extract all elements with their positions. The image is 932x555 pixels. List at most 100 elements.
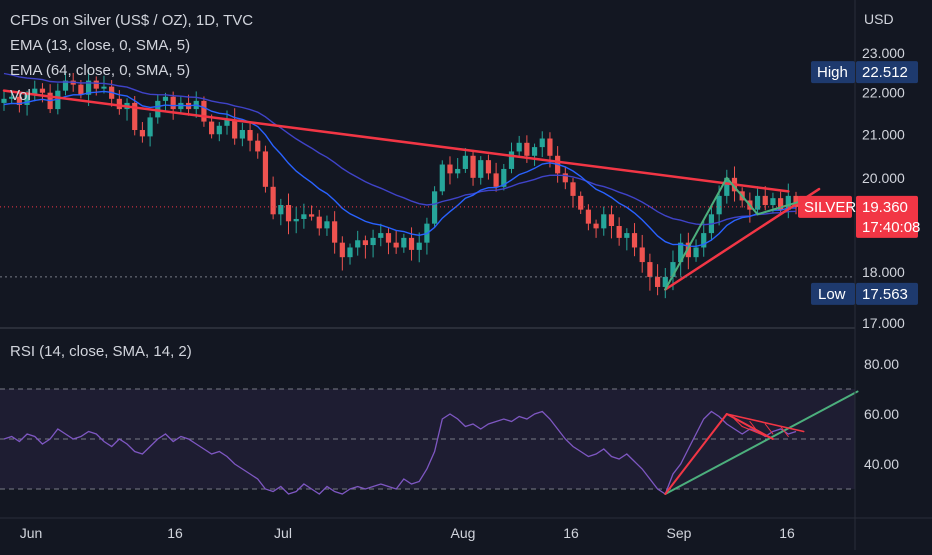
candle-body (562, 173, 568, 183)
time-tick-label: Aug (451, 525, 476, 541)
low-value-tag (856, 282, 918, 305)
symbol-label: SILVER (804, 199, 856, 216)
candle-body (793, 195, 799, 207)
candle-body (162, 96, 169, 101)
candle-body (78, 84, 84, 95)
candle-body (201, 100, 207, 122)
candle-body (262, 151, 269, 187)
candle-body (578, 195, 584, 210)
candle-body (378, 233, 384, 238)
candle-body (493, 173, 499, 187)
candle-body (24, 94, 30, 105)
candle-body (247, 130, 253, 141)
price-tick-label: 21.000 (862, 126, 905, 142)
rsi-leg-down[interactable] (725, 413, 774, 440)
candle-body (785, 195, 791, 210)
time-tick-label: Jul (274, 525, 292, 541)
ema13-line[interactable] (3, 90, 797, 248)
candle-body (716, 195, 722, 215)
candle-body (539, 138, 545, 148)
rsi-tick-label: 40.00 (864, 456, 899, 472)
ema-group (3, 72, 797, 248)
candle-body (508, 151, 515, 169)
candle-body (316, 216, 322, 229)
candle-body (408, 237, 415, 250)
price-tick-label: 22.000 (862, 85, 905, 101)
candle-body (754, 195, 761, 210)
price-tick-label: 23.000 (862, 45, 905, 61)
candle-body (85, 80, 92, 95)
candle-body (701, 233, 707, 248)
candle-body (678, 242, 684, 263)
rsi-legend[interactable]: RSI (14, close, SMA, 14, 2) (10, 343, 192, 360)
rsi-zigzag[interactable] (764, 423, 774, 435)
candle-body (593, 223, 599, 229)
low-label: Low (818, 286, 846, 303)
ema64-line[interactable] (3, 72, 797, 226)
rsi-leg-up[interactable] (664, 413, 728, 495)
candle-body (516, 142, 522, 152)
candle-body (670, 262, 676, 277)
high-value: 22.512 (862, 64, 908, 81)
candle-body (370, 237, 376, 246)
candle-body (178, 102, 184, 110)
rsi-zigzag[interactable] (780, 426, 789, 437)
time-tick-label: 16 (167, 525, 183, 541)
ema64-legend[interactable]: EMA (64, close, 0, SMA, 5) (10, 62, 191, 79)
chart-title[interactable]: CFDs on Silver (US$ / OZ), 1D, TVC (10, 12, 254, 29)
descending-trendline[interactable] (2, 89, 790, 193)
candle-body (224, 119, 230, 126)
low-value: 17.563 (862, 286, 908, 303)
candle-body (132, 102, 138, 131)
candle-body (32, 88, 38, 95)
candle-body (531, 147, 538, 156)
symbol-tag[interactable] (798, 195, 852, 218)
rsi-channel-top[interactable] (725, 413, 805, 433)
countdown-value: 17:40:08 (862, 219, 920, 236)
rsi-line[interactable] (3, 410, 797, 495)
candle-body (293, 218, 299, 222)
rsi-ascending-trendline[interactable] (664, 390, 859, 495)
rsi-zigzag[interactable] (749, 421, 759, 432)
high-label: High (817, 64, 848, 81)
time-tick-label: Jun (20, 525, 43, 541)
candle-body (255, 140, 261, 152)
candle-body (570, 182, 576, 196)
vol-legend[interactable]: Vol (10, 87, 31, 104)
ema13-legend[interactable]: EMA (13, close, 0, SMA, 5) (10, 37, 191, 54)
high-label-tag (811, 61, 855, 84)
candle-body (170, 96, 176, 110)
candle-body (608, 214, 615, 227)
candle-body (155, 100, 161, 118)
high-value-tag (856, 61, 918, 84)
candle-body (62, 80, 69, 91)
candle-body (485, 160, 492, 174)
currency-label: USD (864, 11, 894, 27)
ascending-trendline[interactable] (664, 187, 821, 291)
pattern-leg-up[interactable] (664, 176, 728, 291)
candle-body (239, 130, 245, 139)
candle-body (347, 247, 353, 258)
candle-body (685, 242, 691, 258)
candle-body (455, 168, 461, 174)
candle-body (270, 186, 276, 215)
rsi-channel-bottom[interactable] (741, 425, 774, 440)
candle-body (355, 240, 361, 248)
candle-body (1, 98, 7, 103)
rsi-tick-label: 80.00 (864, 356, 899, 372)
pattern-leg-down[interactable] (725, 176, 759, 216)
candle-body (324, 221, 330, 229)
candle-body (524, 142, 530, 156)
candle-body (470, 155, 476, 178)
candle-body (693, 247, 699, 258)
candle-body (601, 214, 607, 229)
candle-body (16, 96, 22, 105)
candle-body (654, 276, 661, 287)
candle-body (762, 195, 768, 206)
candle-body (770, 198, 776, 206)
candle-body (147, 117, 153, 137)
rsi-zigzag[interactable] (733, 418, 743, 427)
candle-body (285, 205, 292, 222)
last-price-tag (856, 195, 918, 238)
